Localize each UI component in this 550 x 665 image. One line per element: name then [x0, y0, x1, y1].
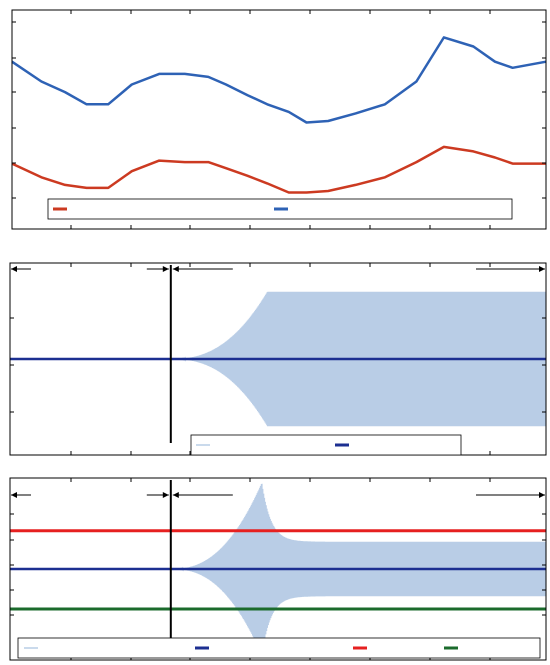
- panel-3-oscillation-limits-plot: [9, 477, 547, 661]
- span-arrow-head: [162, 266, 169, 272]
- series-line-red: [11, 145, 546, 194]
- span-arrow-head: [539, 492, 545, 498]
- span-arrow-head: [539, 266, 545, 272]
- plot-frame: [11, 9, 547, 230]
- span-arrow-head: [11, 266, 17, 272]
- oscillation-series: [170, 291, 547, 427]
- span-arrow-head: [172, 492, 179, 498]
- span-arrow-head: [172, 266, 179, 272]
- plot-frame: [9, 477, 547, 661]
- panel-1-speed-plot: [11, 9, 547, 230]
- plot-background: [12, 10, 546, 229]
- oscillation-series: [170, 483, 547, 655]
- panel-2-oscillation-plot: [9, 262, 547, 456]
- span-arrow-head: [11, 492, 17, 498]
- series-line-blue: [11, 36, 547, 124]
- legend-box: [17, 637, 541, 659]
- legend-box: [190, 434, 462, 456]
- span-arrow-head: [162, 492, 169, 498]
